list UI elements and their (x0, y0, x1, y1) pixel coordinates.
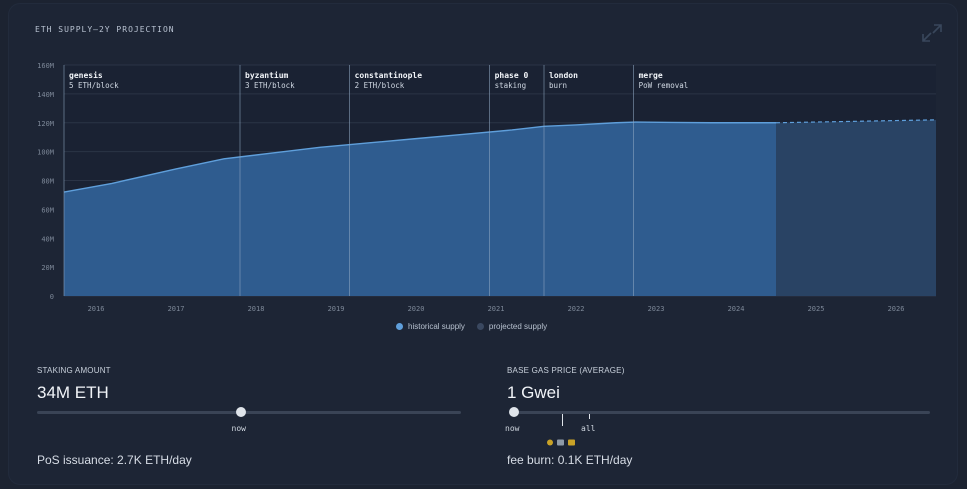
gas-emoji-icon (546, 434, 580, 446)
event-desc: 2 ETH/block (355, 81, 405, 90)
event-name: constantinople (355, 70, 423, 80)
legend-historical: historical supply (396, 322, 465, 331)
event-name: london (549, 71, 578, 80)
event-desc: staking (495, 81, 527, 90)
x-tick-label: 2021 (488, 305, 505, 313)
staking-slider-track[interactable] (37, 411, 461, 414)
event-desc: 5 ETH/block (69, 81, 119, 90)
chart-title: ETH SUPPLY—2Y PROJECTION (35, 25, 175, 34)
y-tick-label: 160M (37, 62, 54, 70)
staking-slider-now-label: now (231, 424, 246, 433)
y-tick-label: 0 (50, 293, 54, 301)
x-tick-label: 2019 (328, 305, 345, 313)
y-tick-label: 40M (41, 235, 54, 243)
y-tick-label: 120M (37, 120, 54, 128)
staking-value: 34M ETH (37, 383, 109, 402)
expand-icon[interactable] (920, 22, 944, 44)
event-name: genesis (69, 70, 103, 80)
legend-projected-label: projected supply (488, 322, 548, 331)
legend-historical-swatch (396, 323, 403, 330)
staking-label: STAKING AMOUNT (37, 366, 111, 375)
y-tick-label: 20M (41, 264, 54, 272)
gas-slider-tick-small (589, 414, 590, 419)
x-tick-label: 2017 (168, 305, 185, 313)
legend-projected-swatch (476, 323, 484, 330)
event-desc: burn (549, 81, 567, 90)
legend-projected: projected supply (476, 322, 548, 331)
staking-issuance: PoS issuance: 2.7K ETH/day (37, 453, 192, 467)
projected-line (775, 119, 937, 124)
x-tick-label: 2026 (888, 305, 905, 313)
y-tick-label: 140M (37, 91, 54, 99)
gas-slider-tick (562, 414, 563, 426)
event-desc: PoW removal (639, 81, 689, 90)
x-tick-label: 2024 (728, 305, 745, 313)
x-tick-label: 2025 (808, 305, 825, 313)
event-name: phase 0 (495, 71, 529, 80)
gas-slider-track[interactable] (510, 411, 930, 414)
x-tick-label: 2023 (648, 305, 665, 313)
projected-area (776, 119, 936, 296)
gas-label: BASE GAS PRICE (AVERAGE) (507, 366, 625, 375)
historical-area (64, 122, 776, 296)
gas-slider-all-label: all (581, 424, 596, 433)
y-tick-label: 100M (37, 149, 54, 157)
y-tick-label: 80M (41, 178, 54, 186)
gas-slider-now-label: now (505, 424, 520, 433)
gas-fee-burn: fee burn: 0.1K ETH/day (507, 453, 633, 467)
x-tick-label: 2020 (408, 305, 425, 313)
x-tick-label: 2018 (248, 305, 265, 313)
event-name: merge (639, 71, 663, 80)
staking-slider-knob[interactable] (235, 407, 246, 417)
event-name: byzantium (245, 70, 289, 80)
chart-legend: historical supply projected supply (396, 322, 547, 331)
x-tick-label: 2022 (568, 305, 585, 313)
x-tick-label: 2016 (88, 305, 105, 313)
legend-historical-label: historical supply (408, 322, 465, 331)
historical-line (63, 121, 776, 193)
y-tick-label: 60M (41, 206, 54, 214)
gas-slider-knob[interactable] (509, 407, 519, 417)
event-desc: 3 ETH/block (245, 81, 295, 90)
gas-value: 1 Gwei (507, 383, 560, 402)
